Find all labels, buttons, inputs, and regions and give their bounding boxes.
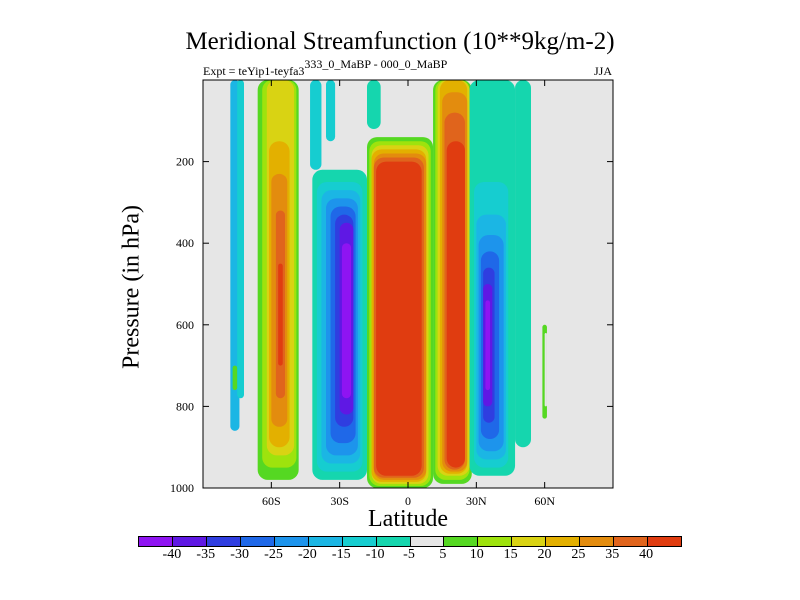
colorbar-box-11 — [512, 537, 547, 546]
colorbar-box-5 — [308, 537, 343, 546]
contour-band-0 — [230, 80, 240, 431]
colorbar-box-14 — [614, 537, 649, 546]
x-tick-label: 30S — [330, 494, 349, 508]
x-axis-label: Latitude — [368, 506, 448, 532]
y-axis-label: Pressure (in hPa) — [118, 205, 145, 369]
y-tick-label: 600 — [176, 318, 194, 332]
y-tick-label: 1000 — [170, 481, 194, 495]
colorbar-box-15 — [648, 537, 681, 546]
colorbar-label: 20 — [537, 547, 552, 562]
colorbar-label: 10 — [469, 547, 484, 562]
colorbar-label: 35 — [605, 547, 620, 562]
colorbar-box-4 — [274, 537, 309, 546]
colorbar-label: -30 — [230, 547, 249, 562]
colorbar-box-1 — [172, 537, 207, 546]
y-tick-label: 200 — [176, 155, 194, 169]
contour-band-27 — [376, 161, 422, 476]
colorbar-label: 15 — [503, 547, 518, 562]
colorbar-box-7 — [376, 537, 411, 546]
colorbar-label: 5 — [439, 547, 447, 562]
contour-band-19 — [341, 243, 352, 399]
x-tick-label: 0 — [405, 494, 411, 508]
colorbar-box-2 — [206, 537, 241, 546]
chart-title: Meridional Streamfunction (10**9kg/m-2) — [185, 28, 615, 55]
colorbar-box-6 — [342, 537, 377, 546]
colorbar-box-9 — [444, 537, 479, 546]
colorbar-label: -15 — [331, 547, 351, 562]
x-tick-label: 60S — [262, 494, 281, 508]
colorbar-label: -10 — [365, 547, 385, 562]
colorbar-label: 25 — [571, 547, 586, 562]
contour-band-9 — [278, 263, 283, 366]
colorbar-box-0 — [139, 537, 173, 546]
experiment-prefix: Expt = teYip1-teyfa3 — [203, 64, 305, 78]
colorbar-label: -20 — [298, 547, 317, 562]
contour-band-1 — [237, 80, 244, 399]
y-tick-label: 400 — [176, 236, 194, 250]
colorbar-label: -35 — [196, 547, 216, 562]
colorbar-label: -5 — [403, 547, 415, 562]
colorbar-box-13 — [580, 537, 615, 546]
contour-fills — [203, 80, 613, 488]
colorbar-box-12 — [546, 537, 581, 546]
contour-band-34 — [446, 141, 465, 468]
contour-band-45 — [544, 332, 547, 407]
contour-band-42 — [485, 300, 490, 391]
colorbar-label: -40 — [162, 547, 182, 562]
contour-band-10 — [310, 80, 322, 170]
colorbar-label: 40 — [639, 547, 654, 562]
contour-band-11 — [326, 80, 336, 142]
x-tick-label: 30N — [466, 494, 487, 508]
colorbar-box-8 — [410, 537, 445, 546]
y-tick-label: 800 — [176, 399, 194, 413]
colorbar-box-3 — [240, 537, 275, 546]
colorbar — [138, 536, 682, 547]
axis-ticks: 60S 30S 0 30N 60N 200 400 600 800 1000 — [170, 80, 613, 508]
experiment-suffix: 333_0_MaBP - 000_0_MaBP — [304, 57, 448, 71]
x-tick-label: 60N — [534, 494, 555, 508]
colorbar-label: -25 — [264, 547, 283, 562]
experiment-label: Expt = teYip1-teyfa3333_0_MaBP - 000_0_M… — [203, 57, 447, 79]
colorbar-box-10 — [478, 537, 513, 546]
season-label: JJA — [593, 64, 612, 78]
contour-band-20 — [367, 80, 381, 129]
contour-band-43 — [515, 80, 531, 448]
contour-band-2 — [232, 365, 238, 391]
